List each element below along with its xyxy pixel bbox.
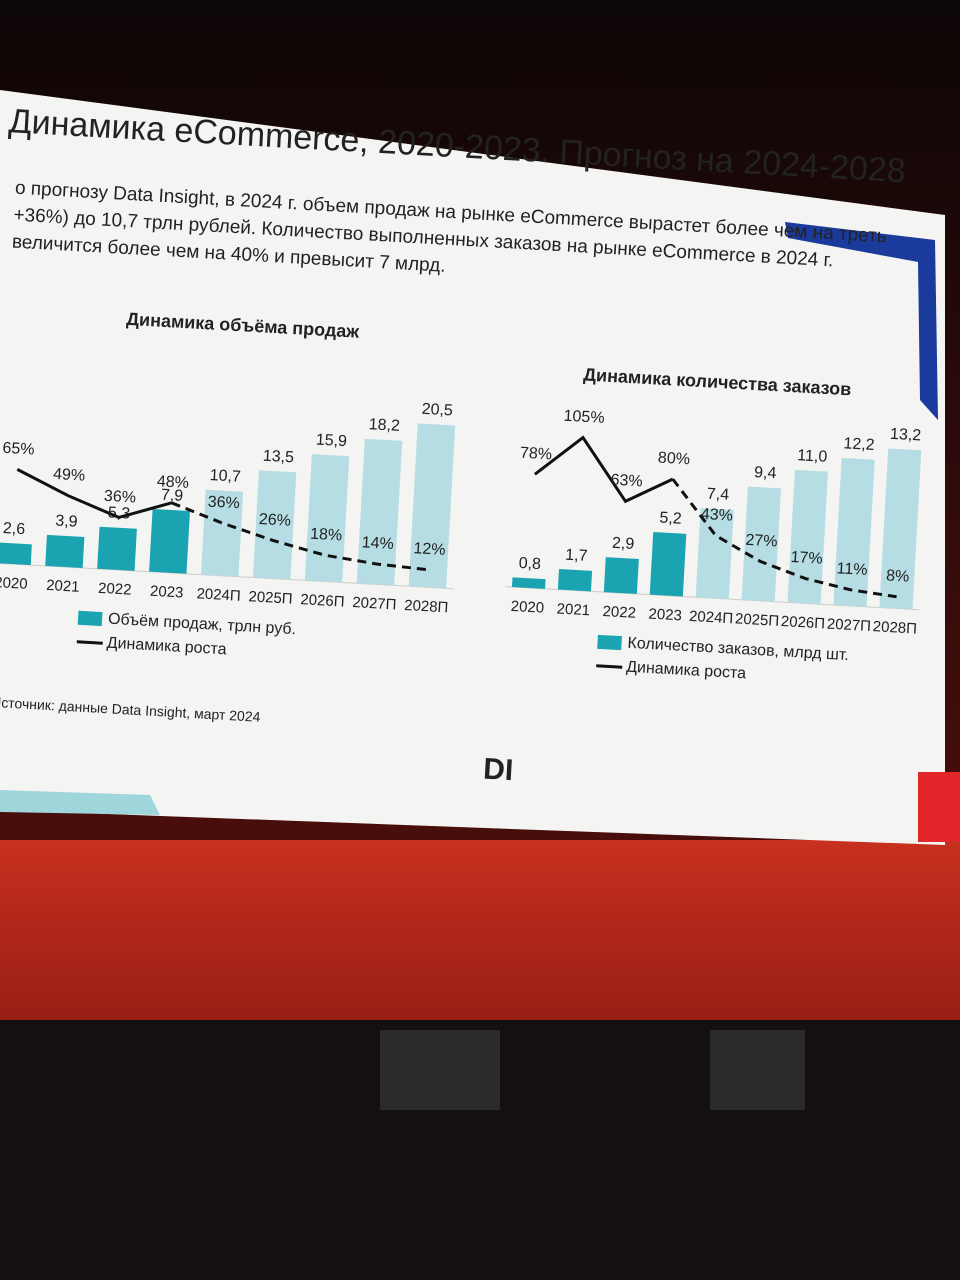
growth-label: 17% (790, 549, 823, 568)
growth-label: 8% (886, 567, 910, 585)
x-tick-label: 2021 (46, 577, 80, 596)
bar-label: 9,4 (754, 464, 777, 482)
x-tick-label: 2024П (689, 608, 734, 627)
bar (741, 486, 782, 602)
x-tick-label: 2022 (602, 603, 636, 622)
bar (879, 448, 922, 610)
growth-label: 63% (610, 472, 643, 491)
growth-label: 48% (156, 473, 189, 492)
bar (0, 542, 32, 566)
x-tick-label: 2020 (510, 598, 544, 617)
slide-corner-accent (785, 222, 938, 420)
legend-swatch (76, 640, 103, 645)
bar-label: 1,7 (565, 547, 588, 565)
bar (649, 532, 687, 597)
growth-label: 36% (103, 488, 136, 507)
x-tick-label: 2027П (826, 616, 871, 635)
bar (557, 569, 593, 592)
bar-label: 2,6 (2, 520, 25, 538)
x-tick-label: 2028П (404, 597, 449, 616)
bar-label: 5,2 (659, 510, 682, 528)
bar-label: 18,2 (368, 416, 400, 435)
bar-label: 2,9 (612, 535, 635, 553)
logo: DI (482, 753, 514, 788)
legend-swatch (596, 664, 623, 669)
growth-line (671, 478, 897, 599)
growth-label: 43% (700, 506, 733, 525)
growth-label: 80% (657, 449, 690, 468)
bar (304, 454, 350, 583)
x-tick-label: 2021 (556, 600, 590, 619)
x-tick-label: 2020 (0, 574, 28, 593)
x-tick-label: 2023 (150, 583, 184, 602)
x-tick-label: 2025П (735, 610, 780, 629)
growth-label: 14% (361, 534, 394, 553)
growth-line (171, 501, 429, 572)
bar (201, 489, 244, 577)
growth-label: 36% (207, 494, 240, 513)
bar (97, 526, 137, 571)
bar-label: 3,9 (55, 513, 78, 531)
legend-label: Динамика роста (106, 635, 227, 659)
bar-label: 13,2 (890, 426, 922, 445)
legend-label: Динамика роста (626, 659, 747, 683)
slide-accent (0, 790, 160, 815)
bar (511, 577, 546, 589)
bar-label: 10,7 (209, 467, 241, 486)
growth-line (533, 435, 674, 504)
desk (380, 1030, 500, 1110)
desk (710, 1030, 805, 1110)
x-tick-label: 2026П (780, 613, 825, 632)
legend-swatch (597, 634, 622, 651)
bar-label: 12,2 (843, 435, 875, 454)
x-tick-label: 2025П (248, 588, 293, 607)
bar-label: 13,5 (262, 448, 294, 467)
bar-label: 15,9 (315, 432, 347, 451)
growth-label: 27% (745, 532, 778, 551)
bar (603, 557, 639, 594)
bar (149, 508, 190, 574)
growth-label: 12% (413, 540, 446, 559)
x-tick-label: 2023 (648, 606, 682, 625)
growth-label: 18% (310, 526, 343, 545)
bar (695, 508, 734, 600)
growth-label: 11% (836, 560, 868, 579)
growth-label: 78% (520, 445, 553, 464)
x-tick-label: 2028П (872, 618, 917, 637)
x-tick-label: 2026П (300, 591, 345, 610)
bar (45, 534, 85, 568)
growth-line (16, 468, 173, 519)
x-tick-label: 2022 (98, 580, 132, 599)
slide-screen (0, 90, 945, 845)
growth-label: 26% (258, 511, 291, 530)
bar (787, 469, 829, 605)
x-tick-label: 2027П (352, 594, 397, 613)
slide-accent (918, 772, 960, 842)
bar (833, 457, 875, 607)
growth-label: 65% (2, 440, 35, 459)
bar-label: 7,9 (161, 487, 184, 505)
bar-label: 5,3 (107, 504, 130, 522)
bar-label: 11,0 (797, 447, 828, 466)
legend-swatch (77, 610, 103, 627)
growth-label: 105% (563, 408, 605, 427)
bar-label: 20,5 (421, 401, 453, 420)
bar-label: 0,8 (518, 555, 541, 573)
x-tick-label: 2024П (196, 585, 241, 604)
growth-label: 49% (53, 466, 86, 485)
bar (408, 423, 456, 589)
bar-label: 7,4 (706, 486, 729, 504)
bar (252, 470, 297, 580)
bar (356, 438, 403, 586)
